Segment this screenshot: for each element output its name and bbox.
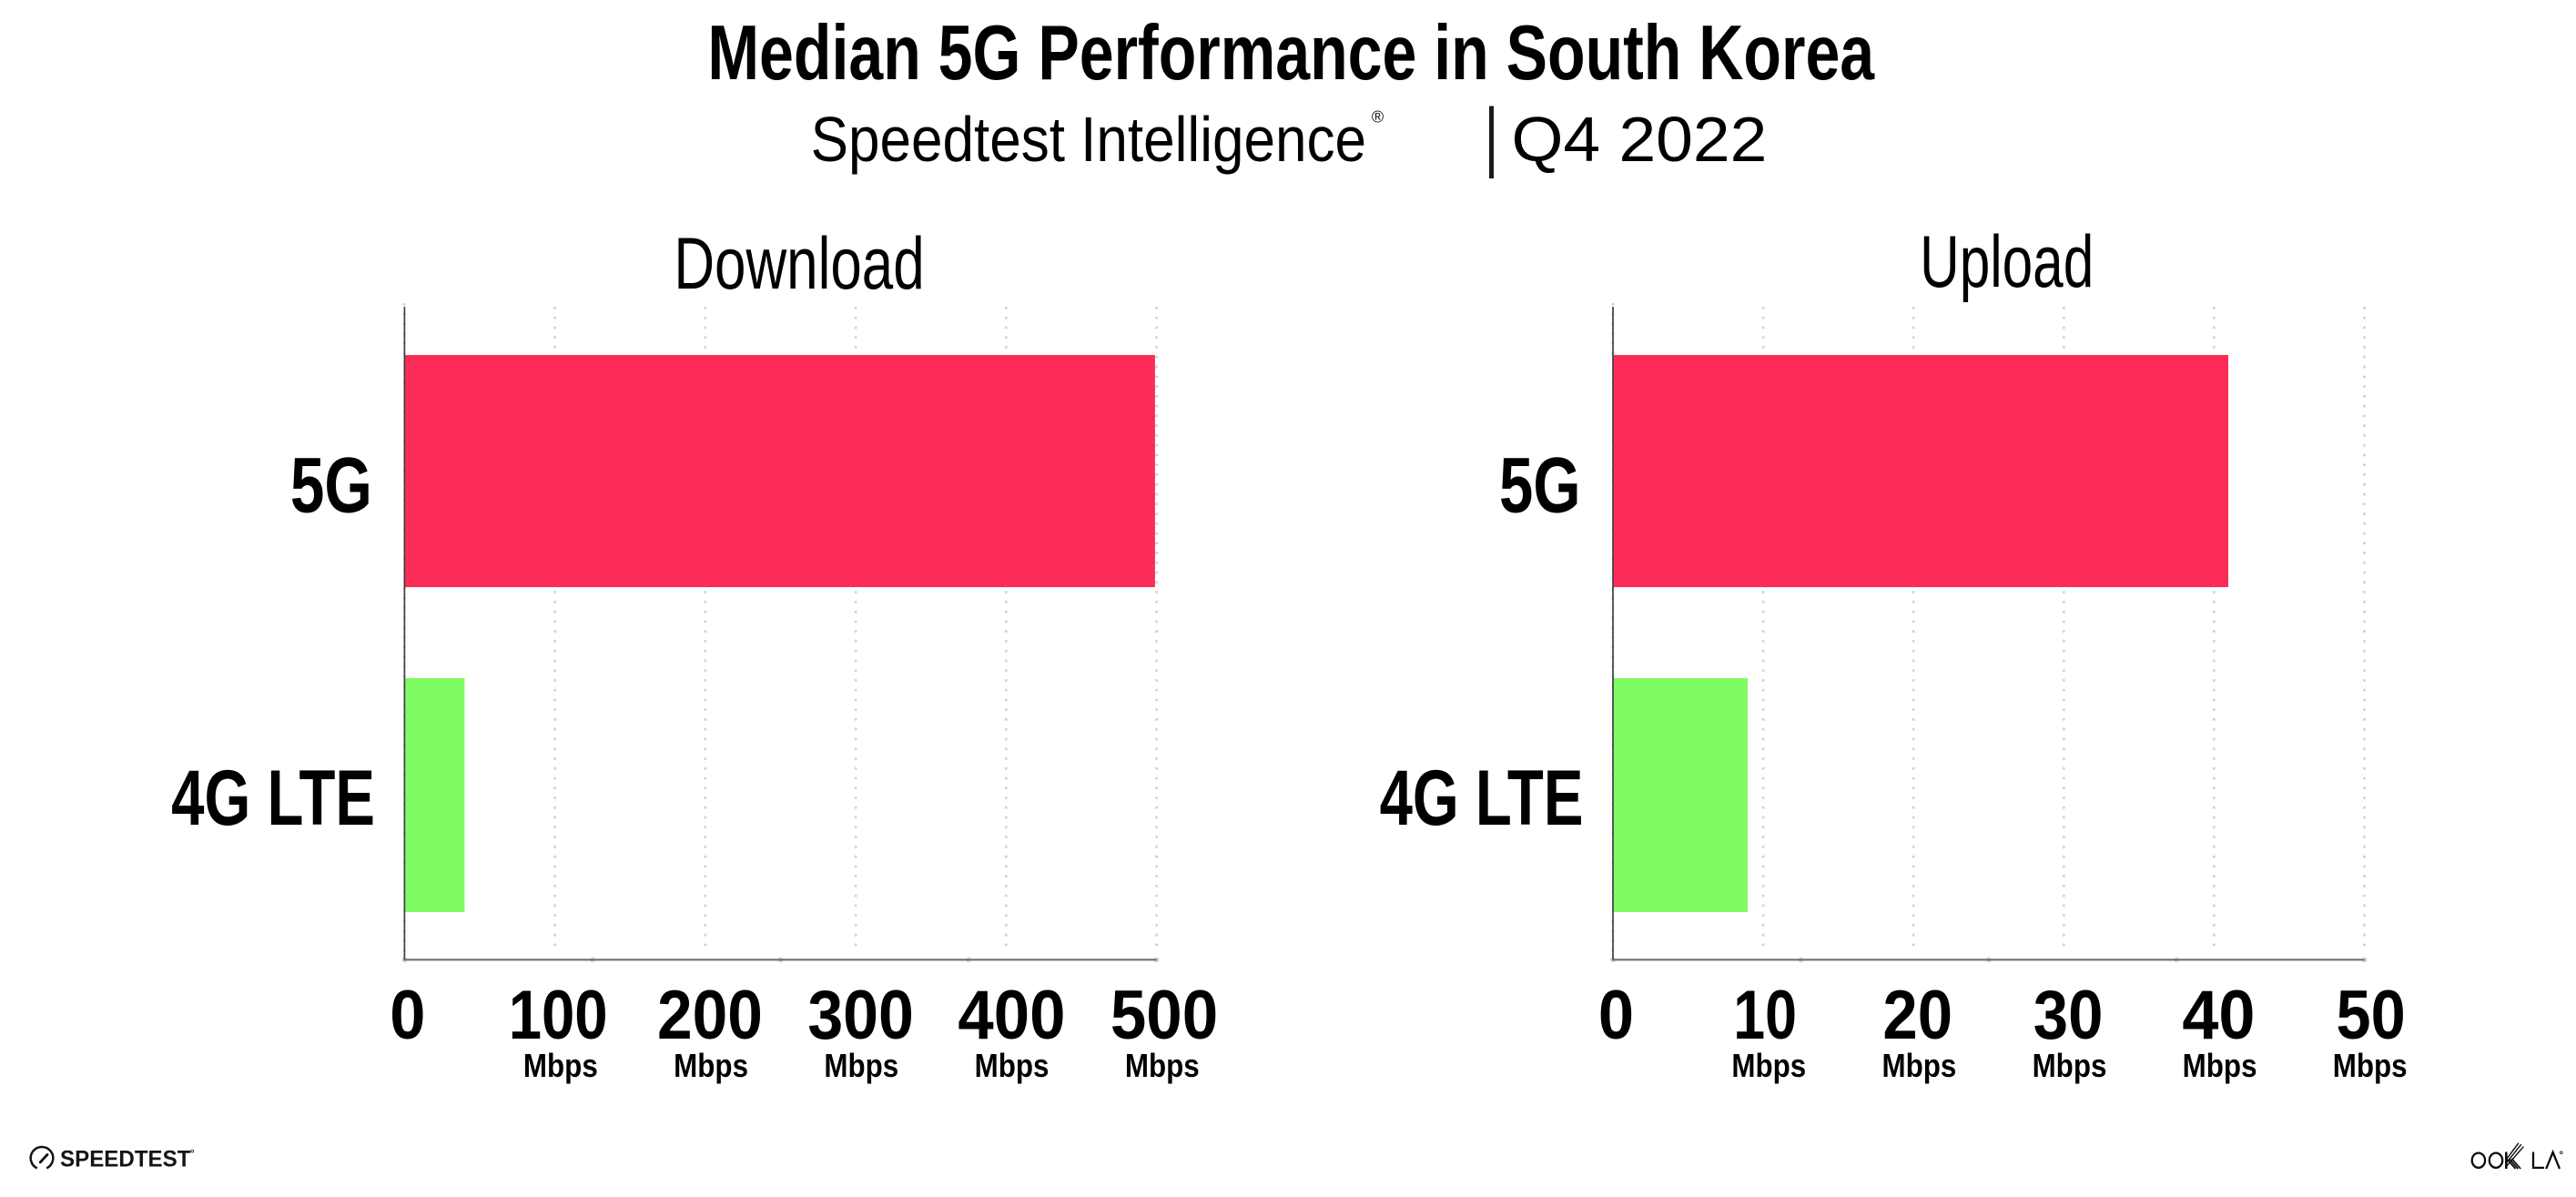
- svg-text:400: 400: [958, 977, 1065, 1054]
- svg-text:Mbps: Mbps: [2333, 1048, 2408, 1085]
- svg-text:Q4 2022: Q4 2022: [1512, 104, 1768, 175]
- svg-text:20: 20: [1882, 977, 1952, 1054]
- svg-text:SPEEDTEST: SPEEDTEST: [60, 1147, 190, 1172]
- svg-text:200: 200: [657, 977, 763, 1054]
- svg-text:Mbps: Mbps: [1125, 1048, 1200, 1085]
- svg-text:Mbps: Mbps: [2033, 1048, 2107, 1085]
- svg-text:Mbps: Mbps: [1881, 1048, 1956, 1085]
- svg-text:100: 100: [509, 977, 608, 1054]
- svg-text:4G LTE: 4G LTE: [1380, 755, 1584, 842]
- svg-text:Mbps: Mbps: [2183, 1048, 2257, 1085]
- svg-text:Mbps: Mbps: [975, 1048, 1050, 1085]
- svg-text:40: 40: [2182, 976, 2255, 1053]
- svg-text:4G LTE: 4G LTE: [171, 755, 375, 842]
- svg-text:0: 0: [390, 977, 425, 1054]
- svg-text:300: 300: [807, 977, 914, 1053]
- svg-text:10: 10: [1733, 976, 1797, 1053]
- svg-text:5G: 5G: [1499, 441, 1580, 529]
- svg-text:500: 500: [1111, 976, 1218, 1054]
- svg-text:30: 30: [2033, 977, 2104, 1054]
- svg-text:Download: Download: [674, 223, 924, 305]
- svg-text:Mbps: Mbps: [824, 1048, 898, 1085]
- svg-text:Mbps: Mbps: [1731, 1048, 1806, 1085]
- svg-text:Mbps: Mbps: [523, 1048, 598, 1085]
- svg-text:5G: 5G: [290, 442, 372, 530]
- svg-text:Speedtest Intelligence: Speedtest Intelligence: [811, 105, 1366, 176]
- svg-text:Median 5G Performance in South: Median 5G Performance in South Korea: [707, 10, 1875, 96]
- svg-text:®: ®: [1372, 108, 1384, 127]
- svg-text:Mbps: Mbps: [674, 1048, 748, 1085]
- svg-text:0: 0: [1598, 977, 1634, 1054]
- svg-text:Upload: Upload: [1920, 220, 2094, 303]
- svg-text:50: 50: [2336, 978, 2405, 1054]
